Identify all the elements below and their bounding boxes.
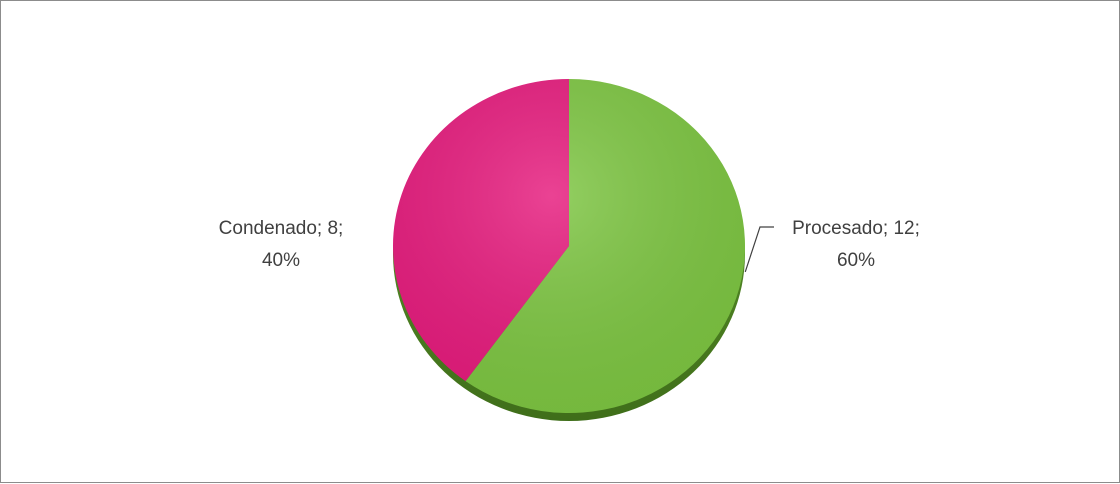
data-label-condenado: Condenado; 8; 40% <box>219 218 344 271</box>
data-label-procesado: Procesado; 12; 60% <box>792 218 920 271</box>
pie-slices <box>392 78 745 421</box>
leader-line-procesado <box>744 226 774 273</box>
data-labels: Procesado; 12; 60% Condenado; 8; 40% <box>219 218 920 271</box>
leader-lines <box>744 226 774 273</box>
